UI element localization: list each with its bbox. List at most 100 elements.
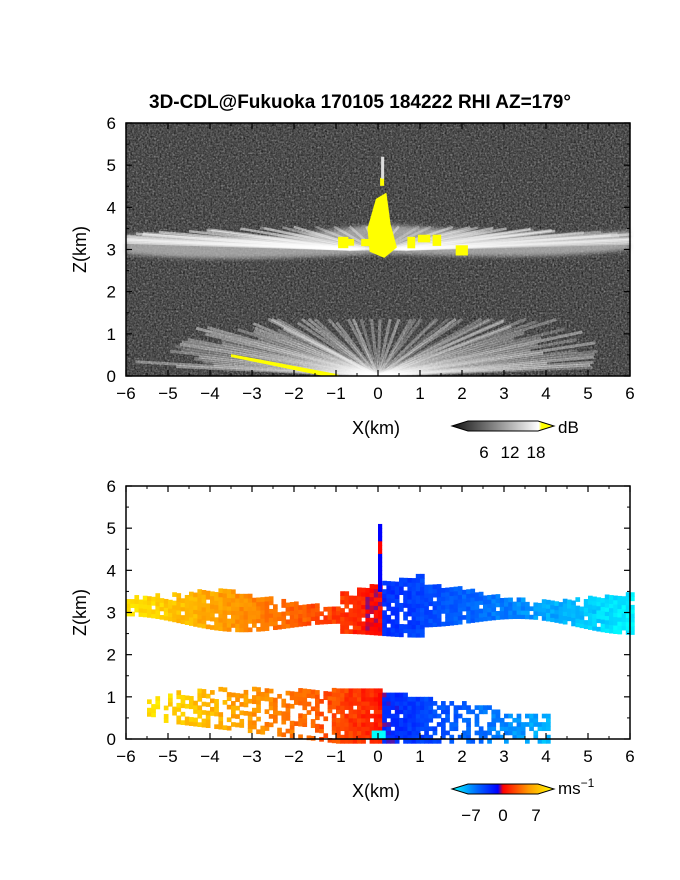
velocity-cell xyxy=(508,730,513,736)
velocity-cell xyxy=(604,607,610,612)
velocity-cell xyxy=(537,607,543,612)
velocity-cell xyxy=(546,734,551,740)
echo-ray xyxy=(313,317,380,378)
velocity-cell xyxy=(214,703,219,708)
velocity-cell xyxy=(231,614,236,620)
velocity-cell xyxy=(281,719,287,725)
velocity-cell xyxy=(235,705,240,711)
velocity-cell xyxy=(357,709,362,715)
velocity-cell xyxy=(487,594,492,600)
velocity-cell xyxy=(478,600,484,605)
velocity-cell xyxy=(205,616,211,621)
velocity-cell xyxy=(357,713,362,719)
velocity-cell xyxy=(344,730,350,736)
velocity-cell xyxy=(466,722,471,727)
velocity-cell xyxy=(407,586,413,592)
velocity-cell xyxy=(386,589,392,595)
velocity-cell xyxy=(361,608,366,614)
velocity-cell xyxy=(394,628,400,633)
velocity-cell xyxy=(470,588,476,594)
velocity-cell xyxy=(344,624,350,630)
echo-ray xyxy=(377,341,596,378)
velocity-cell xyxy=(147,707,152,713)
velocity-cell xyxy=(415,620,421,625)
velocity-cell xyxy=(327,615,333,620)
velocity-cell xyxy=(407,582,413,587)
velocity-cell xyxy=(583,611,589,617)
colorbar-bar xyxy=(450,783,556,795)
velocity-cell xyxy=(403,730,408,736)
velocity-cell xyxy=(432,584,438,590)
velocity-cell xyxy=(315,723,320,729)
velocity-cell xyxy=(453,599,459,605)
velocity-cell xyxy=(210,698,215,704)
velocity-cell xyxy=(361,591,366,597)
velocity-cell xyxy=(348,734,354,740)
velocity-cell xyxy=(352,595,358,601)
velocity-cell xyxy=(609,616,614,621)
echo-ray xyxy=(376,318,413,377)
velocity-cell xyxy=(441,604,446,610)
echo-ray xyxy=(377,349,598,378)
velocity-cell xyxy=(390,627,396,633)
velocity-cell xyxy=(285,602,291,608)
velocity-cell xyxy=(550,613,555,618)
velocity-cell xyxy=(508,597,513,603)
velocity-cell xyxy=(184,611,190,617)
velocity-cell xyxy=(273,710,278,716)
velocity-cell xyxy=(176,614,182,619)
velocity-cell xyxy=(415,726,421,732)
y-tick-label: 6 xyxy=(107,477,116,496)
velocity-cell xyxy=(361,726,366,732)
velocity-cell xyxy=(390,692,396,698)
velocity-cell xyxy=(399,696,404,702)
velocity-cell xyxy=(520,614,526,620)
velocity-cell xyxy=(193,700,198,706)
velocity-cell xyxy=(394,611,400,616)
velocity-cell xyxy=(222,588,228,594)
x-axis-label: X(km) xyxy=(352,418,400,438)
velocity-cell xyxy=(315,728,320,733)
velocity-cell xyxy=(424,593,429,598)
velocity-cell xyxy=(529,713,534,719)
velocity-cell xyxy=(394,623,400,629)
strong-echo-core xyxy=(367,192,397,258)
velocity-cell xyxy=(596,618,602,624)
velocity-cell xyxy=(201,602,207,608)
velocity-cell xyxy=(235,623,240,628)
velocity-cell xyxy=(420,717,425,723)
velocity-cell xyxy=(420,709,425,715)
velocity-cell xyxy=(462,717,467,723)
velocity-cell xyxy=(235,627,240,633)
velocity-cell xyxy=(294,618,299,624)
velocity-cell xyxy=(365,617,371,623)
velocity-cell xyxy=(352,717,358,723)
velocity-cell xyxy=(226,725,232,731)
x-tick-label: −4 xyxy=(200,384,219,403)
velocity-cell xyxy=(588,608,593,614)
velocity-cell xyxy=(243,598,249,603)
x-axis-label: X(km) xyxy=(352,781,400,801)
velocity-cell xyxy=(600,619,606,624)
velocity-cell xyxy=(327,695,333,701)
velocity-cell xyxy=(466,601,471,607)
velocity-cell xyxy=(319,611,324,617)
velocity-cell xyxy=(264,596,270,602)
velocity-cell xyxy=(218,600,224,606)
velocity-cell xyxy=(386,726,392,732)
velocity-cell xyxy=(184,720,190,726)
velocity-cell xyxy=(449,701,455,706)
velocity-cell xyxy=(277,624,282,630)
velocity-cell xyxy=(365,587,371,593)
velocity-cell xyxy=(428,597,434,602)
velocity-cell xyxy=(478,705,484,710)
velocity-cell xyxy=(273,714,278,720)
velocity-cell xyxy=(390,722,396,727)
velocity-cell xyxy=(285,711,291,717)
velocity-cell xyxy=(378,605,383,611)
velocity-cell xyxy=(189,695,194,701)
velocity-cell xyxy=(596,601,602,607)
velocity-cell xyxy=(344,595,350,601)
velocity-cell xyxy=(151,704,156,709)
velocity-cell xyxy=(239,602,245,607)
